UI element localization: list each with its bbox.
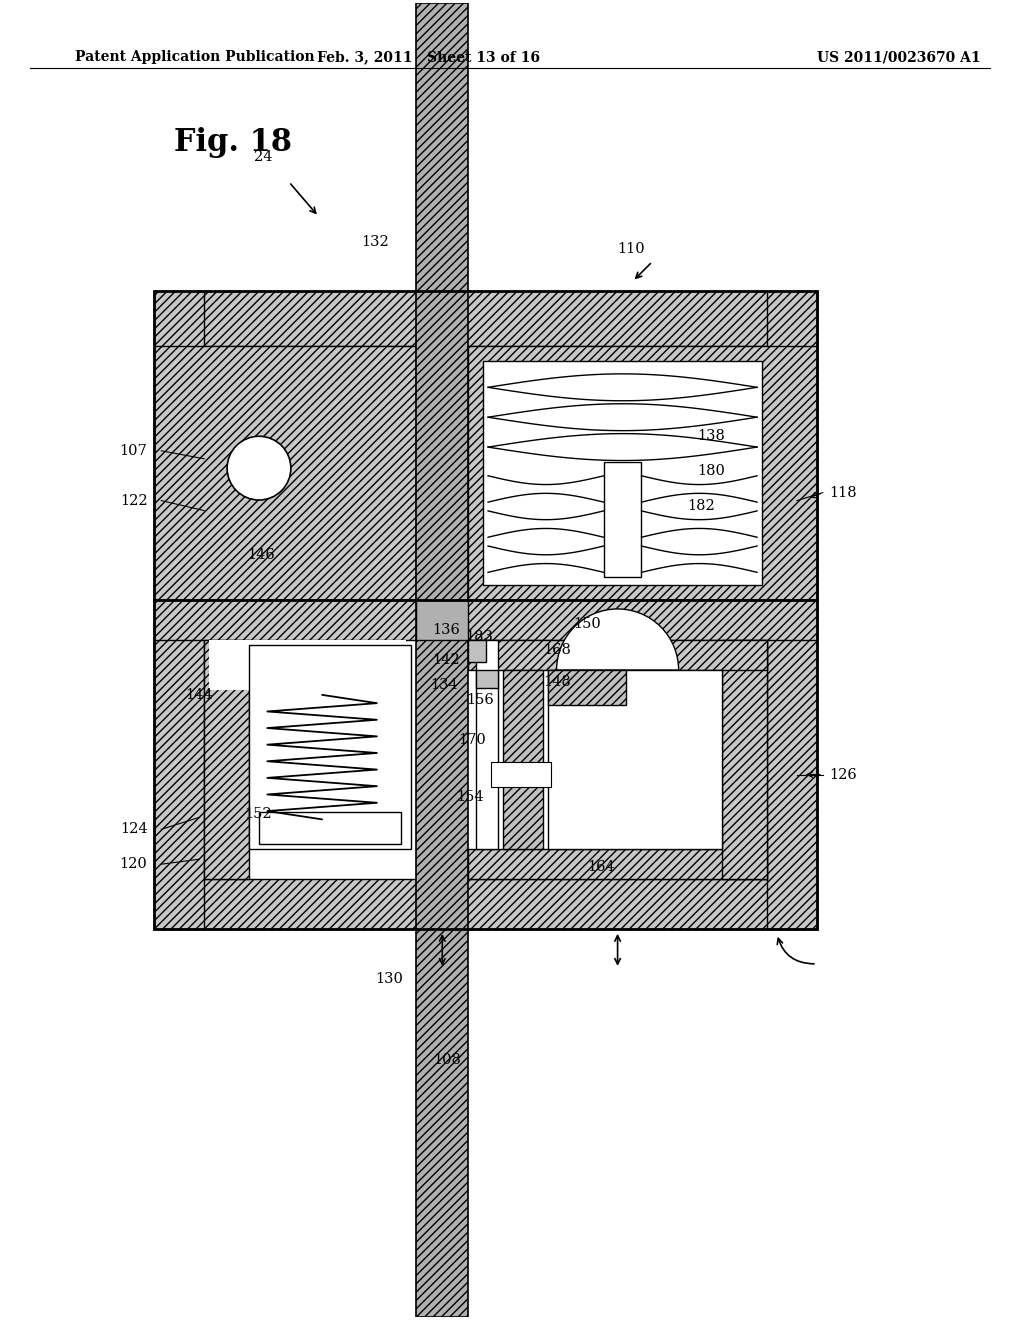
Text: US 2011/0023670 A1: US 2011/0023670 A1 bbox=[817, 50, 980, 65]
Wedge shape bbox=[557, 609, 679, 671]
Text: 124: 124 bbox=[120, 822, 147, 837]
Bar bbox=[468, 640, 486, 663]
Text: 152: 152 bbox=[244, 808, 271, 821]
Bar bbox=[468, 346, 817, 601]
Text: 138: 138 bbox=[697, 429, 725, 444]
Text: 154: 154 bbox=[457, 791, 484, 804]
Bar bbox=[476, 671, 498, 688]
Text: 132: 132 bbox=[361, 235, 389, 248]
Bar bbox=[722, 640, 767, 879]
Text: Fig. 18: Fig. 18 bbox=[174, 127, 292, 158]
Text: 136: 136 bbox=[432, 623, 460, 638]
Bar bbox=[249, 645, 412, 849]
Text: 24: 24 bbox=[254, 150, 272, 164]
Text: 182: 182 bbox=[687, 499, 715, 512]
Bar bbox=[503, 671, 543, 849]
Bar bbox=[155, 292, 817, 929]
Bar bbox=[767, 292, 817, 929]
Text: 150: 150 bbox=[572, 618, 600, 631]
Text: 183: 183 bbox=[465, 630, 494, 644]
Text: 110: 110 bbox=[617, 242, 645, 256]
Bar bbox=[492, 762, 551, 787]
Bar bbox=[417, 601, 468, 640]
Bar bbox=[483, 362, 762, 585]
Text: 170: 170 bbox=[458, 733, 486, 747]
Text: 164: 164 bbox=[588, 861, 615, 874]
Bar bbox=[468, 640, 767, 671]
Text: 168: 168 bbox=[543, 643, 570, 657]
Text: 118: 118 bbox=[828, 486, 856, 500]
Bar bbox=[548, 671, 627, 705]
Bar bbox=[476, 640, 498, 849]
Text: 180: 180 bbox=[697, 463, 725, 478]
Text: 146: 146 bbox=[247, 548, 274, 562]
Text: Patent Application Publication: Patent Application Publication bbox=[75, 50, 314, 65]
Text: 107: 107 bbox=[120, 444, 147, 458]
Bar bbox=[603, 462, 641, 577]
Bar bbox=[155, 879, 817, 929]
Text: 156: 156 bbox=[466, 693, 494, 706]
Text: 144: 144 bbox=[185, 688, 213, 702]
Bar bbox=[155, 601, 817, 640]
Text: 122: 122 bbox=[120, 494, 147, 508]
Bar bbox=[204, 640, 249, 879]
Bar bbox=[548, 671, 722, 849]
Bar bbox=[155, 292, 817, 346]
Text: 142: 142 bbox=[432, 653, 460, 667]
Text: 134: 134 bbox=[430, 678, 458, 692]
Text: Feb. 3, 2011   Sheet 13 of 16: Feb. 3, 2011 Sheet 13 of 16 bbox=[316, 50, 540, 65]
Text: 108: 108 bbox=[433, 1053, 461, 1068]
Bar bbox=[468, 849, 767, 879]
Bar bbox=[155, 346, 417, 601]
Text: 126: 126 bbox=[828, 767, 856, 781]
Text: 120: 120 bbox=[120, 857, 147, 871]
Bar bbox=[417, 3, 468, 1317]
Bar bbox=[209, 640, 407, 690]
Bar bbox=[259, 812, 401, 845]
Circle shape bbox=[227, 437, 291, 500]
Text: 130: 130 bbox=[376, 972, 403, 986]
Bar bbox=[155, 292, 204, 929]
Text: 148: 148 bbox=[543, 675, 570, 689]
